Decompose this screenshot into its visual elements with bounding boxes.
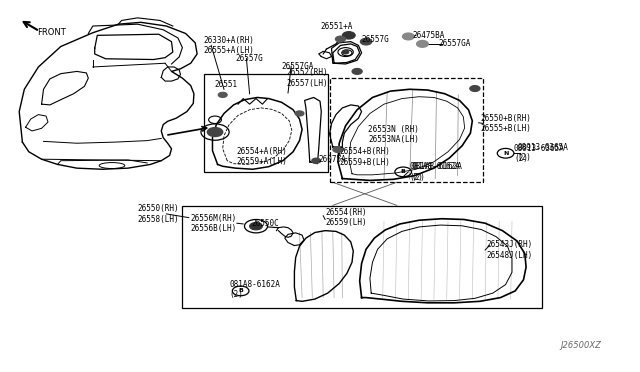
Text: 26075A: 26075A: [318, 155, 346, 164]
Text: 26543J(RH)
26548J(LH): 26543J(RH) 26548J(LH): [486, 240, 532, 260]
Text: 081A8-6162A
(2): 081A8-6162A (2): [229, 280, 280, 299]
Text: N: N: [503, 151, 508, 156]
Text: 26550(RH)
26558(LH): 26550(RH) 26558(LH): [138, 204, 179, 224]
Bar: [182, 206, 542, 308]
Circle shape: [352, 68, 362, 74]
Circle shape: [295, 111, 304, 116]
Text: 081A8-6162A
(2): 081A8-6162A (2): [410, 162, 460, 182]
Circle shape: [250, 222, 262, 230]
Text: 08913-6365A
(2): 08913-6365A (2): [517, 143, 568, 162]
Text: FRONT: FRONT: [37, 28, 66, 37]
Text: 26550C: 26550C: [252, 219, 279, 228]
Text: 26330+A(RH)
26555+A(LH): 26330+A(RH) 26555+A(LH): [204, 36, 254, 55]
Text: B: B: [238, 288, 243, 294]
Text: 081A8-6162A
(2): 081A8-6162A (2): [412, 162, 462, 182]
Text: 26557GA: 26557GA: [438, 39, 471, 48]
Bar: [204, 74, 328, 172]
Circle shape: [218, 92, 227, 97]
Bar: [330, 78, 483, 182]
Circle shape: [335, 36, 346, 42]
Text: 26551+A: 26551+A: [320, 22, 353, 31]
Text: 26554+B(RH)
26559+B(LH): 26554+B(RH) 26559+B(LH): [339, 147, 390, 167]
Circle shape: [417, 41, 428, 47]
Circle shape: [403, 33, 414, 40]
Text: 26556M(RH)
26556B(LH): 26556M(RH) 26556B(LH): [191, 214, 237, 233]
Text: 26552(RH)
26557(LH): 26552(RH) 26557(LH): [287, 68, 328, 88]
Text: 26554+A(RH)
26559+A(LH): 26554+A(RH) 26559+A(LH): [237, 147, 287, 166]
Text: 26554(RH)
26559(LH): 26554(RH) 26559(LH): [325, 208, 367, 227]
Circle shape: [312, 158, 321, 163]
Text: J26500XZ: J26500XZ: [561, 341, 602, 350]
Text: 26475BA: 26475BA: [413, 31, 445, 40]
Text: 08913-6365A
(2): 08913-6365A (2): [514, 144, 564, 163]
Circle shape: [333, 147, 343, 153]
Text: 26553N (RH)
26553NA(LH): 26553N (RH) 26553NA(LH): [368, 125, 419, 144]
Text: 26557GA: 26557GA: [282, 62, 314, 71]
Text: 26557G: 26557G: [362, 35, 389, 44]
Circle shape: [470, 86, 480, 92]
Circle shape: [342, 32, 355, 39]
Text: 26550+B(RH)
26555+B(LH): 26550+B(RH) 26555+B(LH): [480, 114, 531, 133]
Circle shape: [360, 38, 372, 45]
Circle shape: [207, 128, 223, 137]
Text: 26557G: 26557G: [236, 54, 263, 63]
Text: B: B: [401, 169, 406, 174]
Circle shape: [342, 50, 349, 54]
Text: 26551: 26551: [214, 80, 237, 89]
